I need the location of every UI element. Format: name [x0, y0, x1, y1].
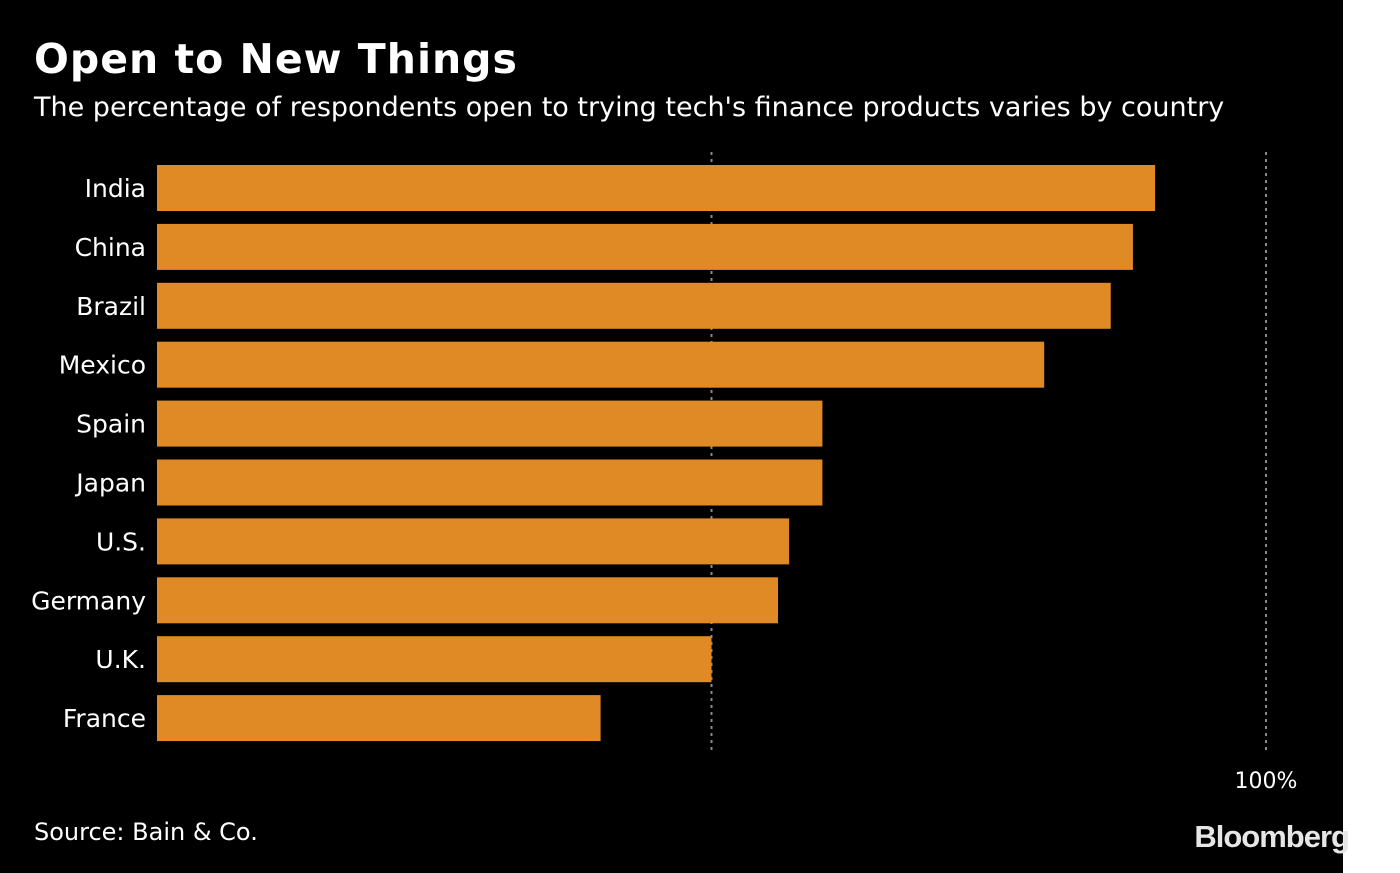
tick-label-100: 100%	[1235, 769, 1298, 794]
bar-china	[157, 223, 1133, 270]
bar-india	[157, 165, 1156, 211]
category-label-germany: Germany	[31, 586, 146, 615]
bar-japan	[157, 459, 823, 506]
source-note: Source: Bain & Co.	[34, 818, 258, 846]
bar-chart: India China Brazil Mexico Spain Japan U.S. Germ…	[31, 152, 1298, 794]
category-label-japan: Japan	[74, 469, 146, 498]
category-label-india: India	[85, 174, 146, 203]
bloomberg-logo: Bloomberg	[1194, 819, 1350, 854]
chart-title: Open to New Things	[34, 35, 518, 83]
bar-u-s	[157, 518, 790, 565]
bars	[157, 165, 1156, 742]
category-label-china: China	[75, 233, 146, 262]
bar-spain	[157, 400, 823, 447]
category-label-france: France	[63, 704, 146, 733]
bar-brazil	[157, 282, 1111, 329]
bar-u-k	[157, 636, 712, 683]
bar-germany	[157, 577, 779, 624]
category-label-u-k: U.K.	[95, 645, 146, 674]
bar-mexico	[157, 341, 1045, 388]
bar-france	[157, 695, 601, 742]
tick-labels: 100%	[1235, 769, 1298, 794]
category-label-brazil: Brazil	[76, 292, 146, 321]
category-label-spain: Spain	[76, 410, 146, 439]
category-label-u-s: U.S.	[96, 527, 146, 556]
category-labels: India China Brazil Mexico Spain Japan U.S. Germ…	[31, 174, 146, 733]
category-label-mexico: Mexico	[59, 351, 146, 380]
chart-subtitle: The percentage of respondents open to tr…	[34, 92, 1225, 123]
